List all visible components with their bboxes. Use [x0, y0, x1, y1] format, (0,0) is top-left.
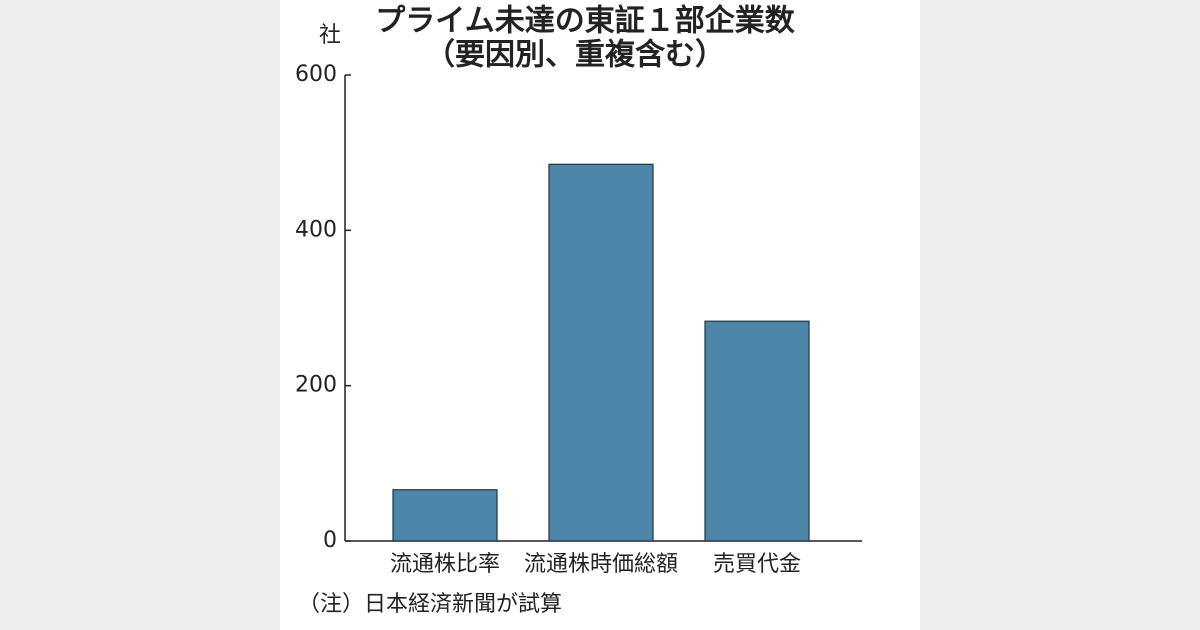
y-tick-label: 600	[295, 62, 337, 87]
bar	[392, 489, 498, 542]
chart-subtitle: （要因別、重複含む）	[425, 38, 725, 73]
x-tick-label: 流通株比率	[390, 552, 500, 577]
bar	[704, 320, 810, 542]
note: （注）日本経済新聞が試算	[298, 592, 562, 617]
chart-title: プライム未達の東証１部企業数	[375, 4, 795, 39]
x-tick-label: 流通株時価総額	[524, 552, 678, 577]
y-axis-label: 社	[319, 23, 341, 48]
x-tick-label: 売買代金	[713, 552, 801, 577]
y-tick-label: 0	[323, 528, 337, 553]
y-tick-label: 400	[295, 217, 337, 242]
bar	[548, 163, 654, 542]
y-tick-label: 200	[295, 373, 337, 398]
